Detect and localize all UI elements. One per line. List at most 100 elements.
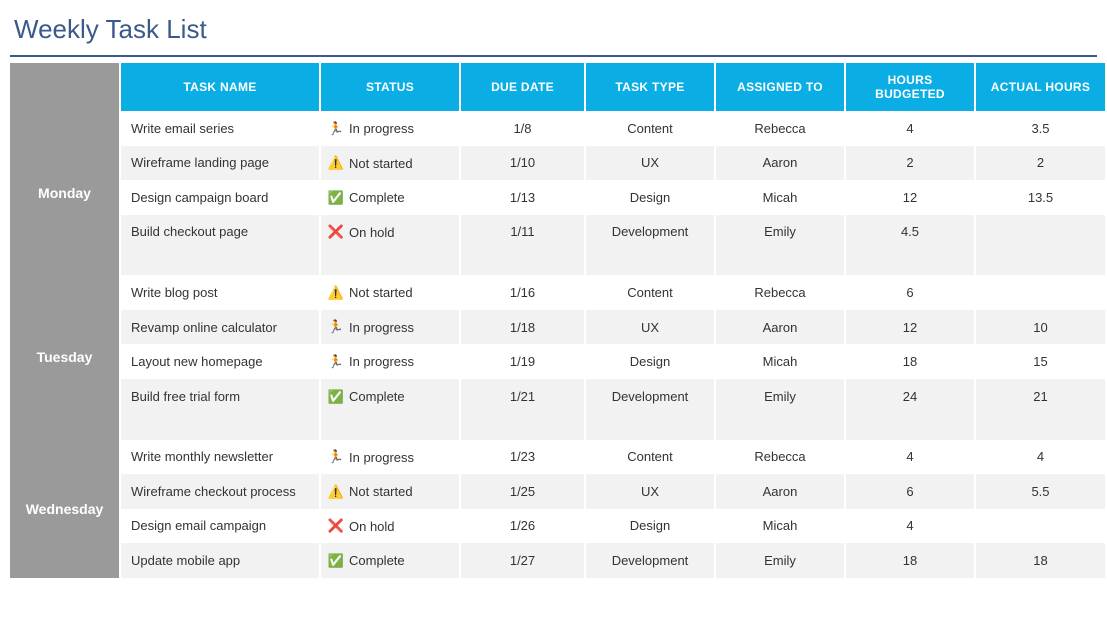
- cell-status: 🏃In progress: [320, 111, 460, 146]
- status-icon: ✅: [327, 553, 345, 569]
- cell-due-date: 1/16: [460, 275, 585, 310]
- spacer-cell: [460, 249, 585, 275]
- cell-task-name: Design campaign board: [120, 180, 320, 215]
- status-label: In progress: [349, 354, 414, 369]
- spacer-cell: [715, 249, 845, 275]
- cell-due-date: 1/26: [460, 509, 585, 544]
- cell-status: ✅ Complete: [320, 180, 460, 215]
- spacer-cell: [975, 414, 1105, 440]
- cell-task-name: Update mobile app: [120, 543, 320, 578]
- cell-assigned-to: Rebecca: [715, 440, 845, 475]
- cell-status: ⚠️ Not started: [320, 275, 460, 310]
- table-row: Build free trial form✅Complete1/21Develo…: [10, 379, 1105, 414]
- cell-hours-budgeted: 4: [845, 509, 975, 544]
- table-row: Wireframe checkout process⚠️Not started1…: [10, 474, 1105, 509]
- cell-hours-budgeted: 12: [845, 310, 975, 345]
- table-row: Design email campaign❌On hold1/26DesignM…: [10, 509, 1105, 544]
- cell-status: ✅Complete: [320, 379, 460, 414]
- cell-actual-hours: [975, 215, 1105, 250]
- cell-task-name: Write blog post: [120, 275, 320, 310]
- cell-actual-hours: 15: [975, 344, 1105, 379]
- cell-status: ⚠️Not started: [320, 474, 460, 509]
- status-icon: ⚠️: [327, 285, 345, 301]
- status-label: Complete: [349, 190, 405, 205]
- cell-assigned-to: Micah: [715, 180, 845, 215]
- header-blank: [10, 63, 120, 111]
- header-hours-budgeted: HOURS BUDGETED: [845, 63, 975, 111]
- spacer-cell: [585, 414, 715, 440]
- spacer-cell: [320, 249, 460, 275]
- cell-hours-budgeted: 18: [845, 543, 975, 578]
- cell-assigned-to: Micah: [715, 509, 845, 544]
- cell-actual-hours: 5.5: [975, 474, 1105, 509]
- cell-status: 🏃In progress: [320, 440, 460, 475]
- table-row: Build checkout page❌On hold1/11Developme…: [10, 215, 1105, 250]
- cell-task-type: Design: [585, 344, 715, 379]
- spacer-row: [10, 249, 1105, 275]
- status-label: Complete: [349, 553, 405, 568]
- status-label: Not started: [349, 156, 413, 171]
- table-row: Revamp online calculator🏃In progress1/18…: [10, 310, 1105, 345]
- cell-status: ❌On hold: [320, 509, 460, 544]
- cell-task-name: Build free trial form: [120, 379, 320, 414]
- cell-status: ⚠️ Not started: [320, 146, 460, 181]
- status-label: Complete: [349, 389, 405, 404]
- cell-hours-budgeted: 24: [845, 379, 975, 414]
- day-cell: Tuesday: [10, 275, 120, 439]
- cell-task-type: UX: [585, 310, 715, 345]
- cell-assigned-to: Emily: [715, 379, 845, 414]
- header-status: STATUS: [320, 63, 460, 111]
- cell-due-date: 1/10: [460, 146, 585, 181]
- cell-actual-hours: [975, 509, 1105, 544]
- cell-hours-budgeted: 6: [845, 275, 975, 310]
- cell-task-name: Design email campaign: [120, 509, 320, 544]
- spacer-row: [10, 414, 1105, 440]
- cell-task-name: Wireframe checkout process: [120, 474, 320, 509]
- cell-task-name: Wireframe landing page: [120, 146, 320, 181]
- spacer-cell: [845, 414, 975, 440]
- table-row: MondayWrite email series🏃In progress1/8C…: [10, 111, 1105, 146]
- header-actual-hours: ACTUAL HOURS: [975, 63, 1105, 111]
- table-row: Wireframe landing page ⚠️ Not started 1/10U…: [10, 146, 1105, 181]
- cell-due-date: 1/13: [460, 180, 585, 215]
- status-label: Not started: [349, 285, 413, 300]
- cell-task-type: Design: [585, 509, 715, 544]
- cell-status: 🏃 In progress: [320, 344, 460, 379]
- cell-task-type: Content: [585, 440, 715, 475]
- cell-actual-hours: 4: [975, 440, 1105, 475]
- cell-actual-hours: 21: [975, 379, 1105, 414]
- status-icon: ❌: [327, 224, 345, 240]
- cell-status: ❌On hold: [320, 215, 460, 250]
- status-icon: 🏃: [327, 319, 345, 335]
- status-icon: 🏃: [327, 354, 345, 370]
- cell-task-name: Write email series: [120, 111, 320, 146]
- cell-task-type: Content: [585, 275, 715, 310]
- cell-task-type: Development: [585, 379, 715, 414]
- cell-hours-budgeted: 12: [845, 180, 975, 215]
- cell-task-name: Build checkout page: [120, 215, 320, 250]
- spacer-cell: [845, 249, 975, 275]
- status-label: In progress: [349, 450, 414, 465]
- page-title: Weekly Task List: [10, 8, 1097, 55]
- cell-hours-budgeted: 4: [845, 440, 975, 475]
- status-icon: ⚠️: [327, 155, 345, 171]
- table-header: TASK NAME STATUS DUE DATE TASK TYPE ASSI…: [10, 63, 1105, 111]
- cell-status: 🏃In progress: [320, 310, 460, 345]
- spacer-cell: [120, 249, 320, 275]
- table-row: Design campaign board✅Complete1/13Design…: [10, 180, 1105, 215]
- cell-assigned-to: Rebecca: [715, 275, 845, 310]
- cell-task-type: Development: [585, 543, 715, 578]
- status-label: In progress: [349, 121, 414, 136]
- cell-task-type: UX: [585, 146, 715, 181]
- header-task-name: TASK NAME: [120, 63, 320, 111]
- cell-task-name: Write monthly newsletter: [120, 440, 320, 475]
- cell-due-date: 1/11: [460, 215, 585, 250]
- cell-due-date: 1/21: [460, 379, 585, 414]
- cell-assigned-to: Emily: [715, 215, 845, 250]
- cell-due-date: 1/8: [460, 111, 585, 146]
- cell-actual-hours: 3.5: [975, 111, 1105, 146]
- status-icon: ✅: [327, 190, 345, 206]
- cell-actual-hours: 2: [975, 146, 1105, 181]
- status-icon: ❌: [327, 518, 345, 534]
- cell-due-date: 1/18: [460, 310, 585, 345]
